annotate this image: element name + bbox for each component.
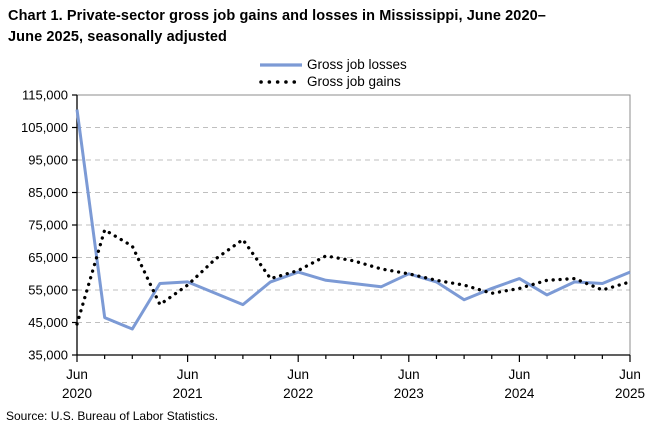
- x-tick-label-year: 2025: [615, 386, 645, 401]
- chart-title: Chart 1. Private-sector gross job gains …: [8, 8, 546, 45]
- x-tick-label-year: 2023: [394, 386, 424, 401]
- x-tick-label-month: Jun: [509, 367, 531, 382]
- legend-item-gross-job-gains: Gross job gains: [256, 73, 660, 90]
- legend-item-gross-job-losses: Gross job losses: [256, 56, 660, 73]
- y-tick-label: 45,000: [28, 315, 68, 330]
- x-tick-label-month: Jun: [398, 367, 420, 382]
- y-tick-label: 85,000: [28, 185, 68, 200]
- legend-label-gains: Gross job gains: [307, 74, 401, 89]
- x-tick-label-month: Jun: [287, 367, 309, 382]
- dotted-line-swatch: [256, 78, 304, 86]
- legend: Gross job losses Gross job gains: [256, 56, 660, 90]
- x-tick-label-year: 2020: [62, 386, 92, 401]
- y-tick-label: 115,000: [22, 90, 68, 103]
- x-tick-label-year: 2024: [504, 386, 535, 401]
- x-tick-label-month: Jun: [66, 367, 88, 382]
- y-tick-label: 95,000: [28, 153, 68, 168]
- y-tick-label: 35,000: [28, 348, 68, 363]
- x-tick-label-year: 2021: [173, 386, 203, 401]
- y-tick-label: 105,000: [21, 120, 68, 135]
- x-tick-label-year: 2022: [283, 386, 313, 401]
- x-tick-label-month: Jun: [177, 367, 199, 382]
- y-tick-label: 55,000: [28, 283, 68, 298]
- x-tick-label-month: Jun: [619, 367, 641, 382]
- y-tick-label: 75,000: [28, 218, 68, 233]
- y-tick-label: 65,000: [28, 250, 68, 265]
- series-line-gross-job-losses: [75, 109, 631, 331]
- series-line-gross-job-gains: [75, 228, 632, 326]
- solid-line-swatch: [256, 61, 304, 69]
- source-note: Source: U.S. Bureau of Labor Statistics.: [6, 409, 219, 423]
- line-chart: 115,000 105,000 95,000 85,000 75,000 65,000 55…: [21, 90, 645, 401]
- legend-label-losses: Gross job losses: [307, 57, 407, 72]
